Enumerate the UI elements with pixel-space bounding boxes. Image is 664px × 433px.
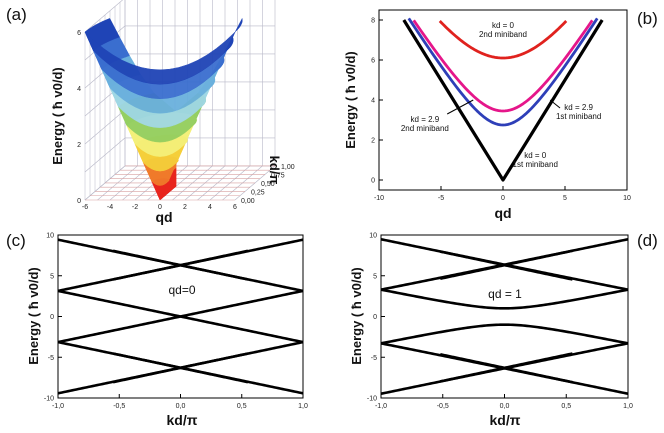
- x-tick-label: 5: [563, 195, 567, 202]
- panel-letter-c: (c): [6, 231, 26, 250]
- panel-b-ticks: -10 -5 0 5 10 0 2 4 6 8: [371, 18, 631, 203]
- annotation-line1: kd = 2.9: [564, 103, 593, 112]
- annotation-line2: 1st miniband: [513, 160, 558, 169]
- panel-d-ticks: -1,0 -0,5 0,0 0,5 1,0 -10 -5 0 5 10: [367, 233, 633, 411]
- surface-x-tick: 2: [183, 204, 187, 211]
- x-tick-label: 0,5: [561, 403, 571, 410]
- surface-x-label: qd: [155, 209, 172, 225]
- surface-z-tick: 4: [77, 86, 81, 93]
- x-tick-label: -5: [438, 195, 444, 202]
- x-tick-label: -1,0: [375, 403, 387, 410]
- series-line-3: [438, 20, 568, 60]
- y-tick-label: 4: [371, 98, 375, 105]
- surface-y-tick: 0,50: [261, 181, 275, 188]
- surface-x-tick: 6: [233, 204, 237, 211]
- annotation-line2: 2nd miniband: [401, 124, 449, 133]
- surface-z-tick: 6: [77, 30, 81, 37]
- panel-b-y-label: Energy ( ħ v0/d): [343, 51, 358, 149]
- annotation-line1: kd = 0: [524, 151, 547, 160]
- x-tick-label: -0,5: [437, 403, 449, 410]
- surface-bands: [84, 18, 243, 201]
- y-tick-label: 0: [373, 314, 377, 321]
- y-tick-label: 0: [371, 178, 375, 185]
- series-line-0: [402, 19, 604, 182]
- x-tick-label: -1,0: [52, 403, 64, 410]
- surface-z-tick: 2: [77, 142, 81, 149]
- y-tick-label: 10: [46, 233, 54, 240]
- surface-ticks: -6 -4 -2 0 2 4 6 0,00 0,250,50 0,751,00 0 2 4 6: [77, 30, 295, 211]
- panel-b-x-label: qd: [494, 205, 511, 221]
- annotation-line2: 2nd miniband: [479, 30, 527, 39]
- band-line: [112, 352, 249, 384]
- x-tick-label: 0,0: [500, 403, 510, 410]
- panel-d-lines: [380, 237, 629, 396]
- y-tick-label: 5: [373, 273, 377, 280]
- annotation-arrow: [446, 99, 474, 115]
- panel-c-ticks: -1,0 -0,5 0,0 0,5 1,0 -10 -5 0 5 10: [44, 233, 308, 411]
- panel-b-lines: [402, 17, 604, 182]
- band-line: [112, 249, 249, 281]
- surface-band-front-8: [84, 31, 236, 85]
- series-line-2: [412, 19, 594, 113]
- series-line-1: [407, 17, 599, 127]
- y-tick-label: 0: [50, 314, 54, 321]
- x-tick-label: 0,5: [237, 403, 247, 410]
- panel-d-chart: -1,0 -0,5 0,0 0,5 1,0 -10 -5 0 5 10 qd = 1 kd/π E…: [349, 233, 633, 429]
- x-tick-label: -10: [374, 195, 384, 202]
- x-tick-label: 1,0: [623, 403, 633, 410]
- band-line: [440, 352, 573, 383]
- panel-c-chart: -1,0 -0,5 0,0 0,5 1,0 -10 -5 0 5 10 qd=0 kd/π Ene…: [26, 233, 308, 429]
- x-tick-label: 1,0: [298, 403, 308, 410]
- panel-d-frame: [380, 234, 629, 399]
- x-tick-label: 10: [623, 195, 631, 202]
- surface-z-tick: 0: [77, 198, 81, 205]
- panel-c-lines: [57, 238, 304, 395]
- panel-c-title: qd=0: [168, 283, 195, 297]
- panel-d-title: qd = 1: [488, 287, 522, 301]
- panel-c-y-label: Energy ( ħ v0/d): [26, 267, 41, 365]
- surface-z-label: Energy ( ħ v0/d): [50, 67, 65, 165]
- y-tick-label: -5: [48, 355, 54, 362]
- panel-a-surface: -6 -4 -2 0 2 4 6 0,00 0,250,50 0,751,00 0 2 4 6 qd kd…: [50, 0, 295, 225]
- panel-letter-d: (d): [637, 231, 658, 250]
- y-tick-label: -5: [371, 355, 377, 362]
- surface-y-tick: 1,00: [281, 164, 295, 171]
- y-tick-label: 10: [369, 233, 377, 240]
- x-tick-label: 0: [501, 195, 505, 202]
- surface-y-tick: 0,75: [271, 172, 285, 179]
- x-tick-label: 0,0: [176, 403, 186, 410]
- panel-d-x-label: kd/π: [490, 412, 521, 428]
- annotation-line1: kd = 2.9: [411, 115, 440, 124]
- surface-y-tick: 0,00: [241, 198, 255, 205]
- surface-x-tick: -4: [107, 204, 113, 211]
- annotation-line2: 1st miniband: [556, 112, 601, 121]
- surface-x-tick: 0: [158, 204, 162, 211]
- panel-d-y-label: Energy ( ħ v0/d): [349, 267, 364, 365]
- x-tick-label: -0,5: [113, 403, 125, 410]
- annotation-line1: kd = 0: [492, 21, 515, 30]
- band-line: [380, 323, 629, 345]
- surface-y-tick: 0,25: [251, 189, 265, 196]
- surface-x-tick: -6: [82, 204, 88, 211]
- panel-letter-b: (b): [637, 9, 658, 28]
- y-tick-label: -10: [367, 396, 377, 403]
- surface-y-label: kd/π: [267, 156, 282, 185]
- y-tick-label: 8: [371, 18, 375, 25]
- y-tick-label: 6: [371, 58, 375, 65]
- surface-x-tick: 4: [208, 204, 212, 211]
- panel-c-x-label: kd/π: [167, 412, 198, 428]
- y-tick-label: -10: [44, 396, 54, 403]
- band-line: [57, 315, 304, 344]
- y-tick-label: 5: [50, 273, 54, 280]
- y-tick-label: 2: [371, 138, 375, 145]
- panel-letter-a: (a): [6, 5, 27, 24]
- band-line: [440, 250, 573, 281]
- band-line: [380, 288, 629, 310]
- surface-x-tick: -2: [132, 204, 138, 211]
- annotation-arrow: [549, 99, 561, 109]
